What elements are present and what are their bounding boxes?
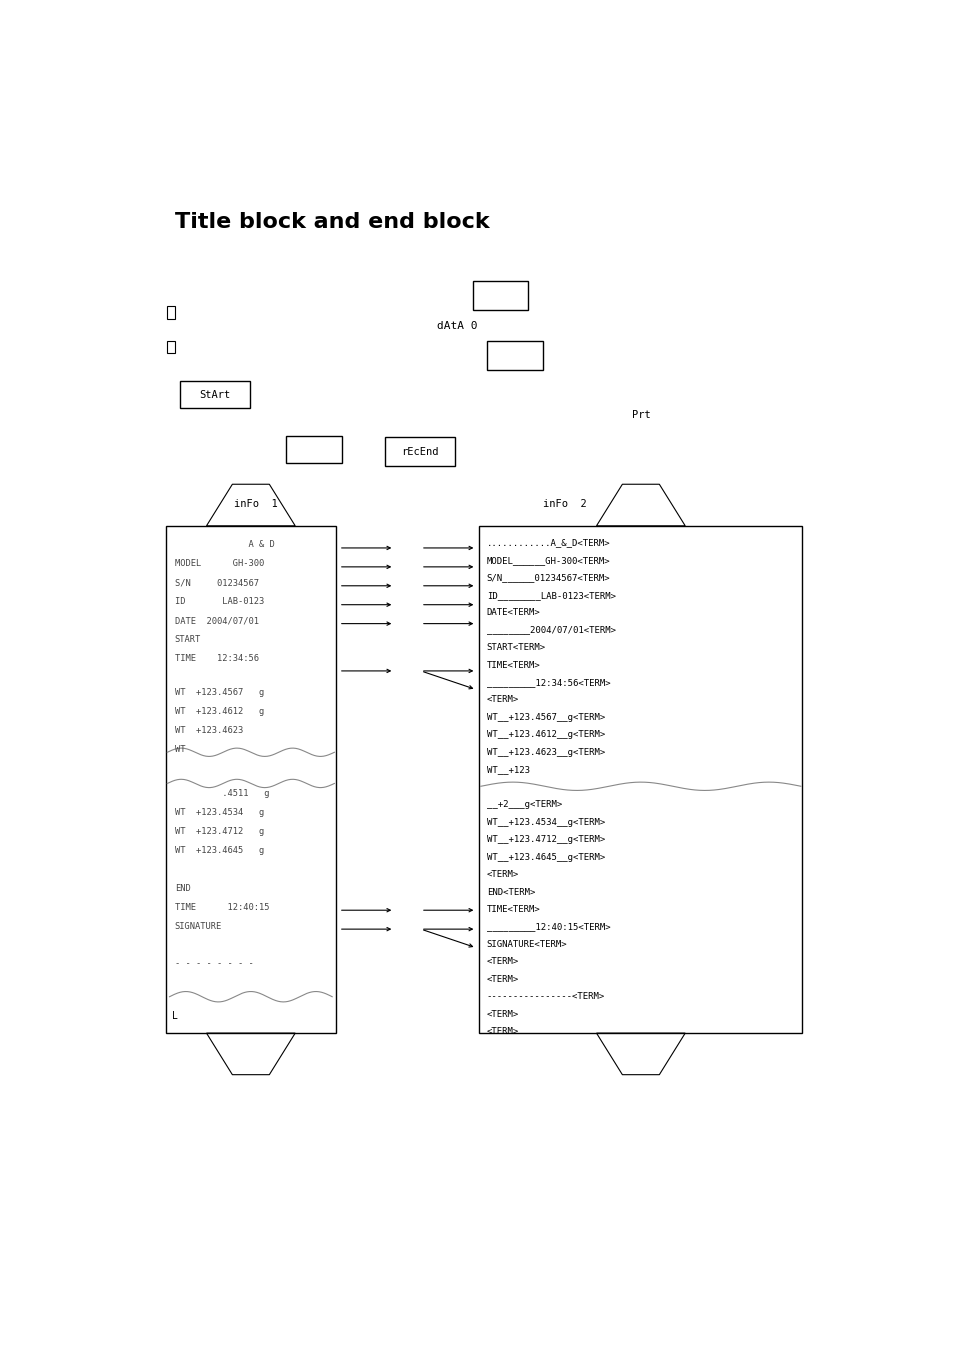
- Text: - - - - - - - -: - - - - - - - -: [174, 960, 253, 968]
- Bar: [286, 436, 341, 463]
- Bar: [472, 281, 528, 309]
- Text: <TERM>: <TERM>: [486, 871, 518, 879]
- Text: WT  +123.4612   g: WT +123.4612 g: [174, 707, 264, 716]
- Text: END: END: [174, 884, 191, 892]
- Text: MODEL      GH-300: MODEL GH-300: [174, 559, 264, 568]
- Bar: [167, 340, 174, 354]
- Text: WT__+123.4645__g<TERM>: WT__+123.4645__g<TERM>: [486, 853, 604, 861]
- Text: WT  +123.4534   g: WT +123.4534 g: [174, 809, 264, 817]
- Text: SIGNATURE: SIGNATURE: [174, 922, 222, 930]
- Text: <TERM>: <TERM>: [486, 1027, 518, 1037]
- Text: TIME    12:34:56: TIME 12:34:56: [174, 653, 258, 663]
- Text: .4511   g: .4511 g: [174, 790, 269, 798]
- Text: inFo  1: inFo 1: [233, 500, 277, 509]
- Text: <TERM>: <TERM>: [486, 1010, 518, 1019]
- Text: StArt: StArt: [199, 390, 231, 400]
- Text: S/N     01234567: S/N 01234567: [174, 578, 258, 587]
- Text: START: START: [174, 634, 201, 644]
- Bar: [487, 340, 542, 370]
- Text: ID       LAB-0123: ID LAB-0123: [174, 597, 264, 606]
- Text: L: L: [172, 1011, 177, 1021]
- Text: SIGNATURE<TERM>: SIGNATURE<TERM>: [486, 940, 567, 949]
- Text: dAtA 0: dAtA 0: [436, 321, 477, 331]
- Bar: [384, 437, 455, 466]
- Text: ............A_&_D<TERM>: ............A_&_D<TERM>: [486, 539, 610, 547]
- Text: WT__+123.4623__g<TERM>: WT__+123.4623__g<TERM>: [486, 748, 604, 757]
- Text: ID________LAB-0123<TERM>: ID________LAB-0123<TERM>: [486, 591, 615, 599]
- Bar: [478, 526, 801, 1033]
- Text: ----------------<TERM>: ----------------<TERM>: [486, 992, 604, 1002]
- Text: <TERM>: <TERM>: [486, 975, 518, 984]
- Text: Title block and end block: Title block and end block: [174, 212, 489, 232]
- Text: END<TERM>: END<TERM>: [486, 887, 535, 896]
- Text: Prt: Prt: [631, 409, 650, 420]
- Text: _________12:34:56<TERM>: _________12:34:56<TERM>: [486, 678, 610, 687]
- Text: DATE<TERM>: DATE<TERM>: [486, 608, 540, 617]
- Text: S/N______01234567<TERM>: S/N______01234567<TERM>: [486, 574, 610, 582]
- Text: <TERM>: <TERM>: [486, 695, 518, 705]
- Text: WT  +123.4712   g: WT +123.4712 g: [174, 828, 264, 836]
- Bar: [180, 381, 250, 408]
- Text: WT__+123.4534__g<TERM>: WT__+123.4534__g<TERM>: [486, 818, 604, 826]
- Text: WT  +123.4567   g: WT +123.4567 g: [174, 688, 264, 697]
- Text: WT  +123.4623: WT +123.4623: [174, 726, 243, 734]
- Text: TIME      12:40:15: TIME 12:40:15: [174, 903, 269, 911]
- Text: WT__+123.4612__g<TERM>: WT__+123.4612__g<TERM>: [486, 730, 604, 740]
- Text: WT  +123.4645   g: WT +123.4645 g: [174, 846, 264, 855]
- Text: inFo  2: inFo 2: [542, 500, 586, 509]
- Text: rEcEnd: rEcEnd: [400, 447, 438, 456]
- Text: WT__+123.4567__g<TERM>: WT__+123.4567__g<TERM>: [486, 713, 604, 722]
- Bar: [167, 306, 174, 319]
- Text: A & D: A & D: [174, 540, 274, 549]
- Text: WT__+123: WT__+123: [486, 765, 529, 775]
- Text: __+2___g<TERM>: __+2___g<TERM>: [486, 801, 561, 809]
- Bar: [166, 526, 335, 1033]
- Text: ________2004/07/01<TERM>: ________2004/07/01<TERM>: [486, 625, 615, 634]
- Text: TIME<TERM>: TIME<TERM>: [486, 660, 540, 670]
- Text: DATE  2004/07/01: DATE 2004/07/01: [174, 616, 258, 625]
- Text: MODEL______GH-300<TERM>: MODEL______GH-300<TERM>: [486, 556, 610, 564]
- Text: START<TERM>: START<TERM>: [486, 643, 545, 652]
- Text: WT: WT: [174, 745, 185, 753]
- Text: TIME<TERM>: TIME<TERM>: [486, 904, 540, 914]
- Text: WT__+123.4712__g<TERM>: WT__+123.4712__g<TERM>: [486, 836, 604, 844]
- Text: <TERM>: <TERM>: [486, 957, 518, 967]
- Text: _________12:40:15<TERM>: _________12:40:15<TERM>: [486, 922, 610, 931]
